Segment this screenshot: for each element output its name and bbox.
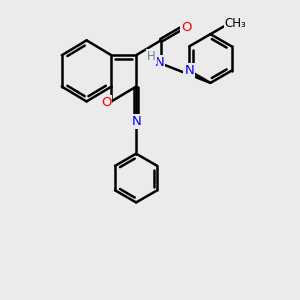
Text: N: N: [154, 56, 164, 69]
Text: O: O: [181, 21, 191, 34]
Text: N: N: [131, 115, 141, 128]
Text: N: N: [184, 64, 194, 77]
Text: O: O: [101, 96, 111, 110]
Text: CH₃: CH₃: [224, 17, 246, 30]
Text: H: H: [147, 50, 156, 63]
